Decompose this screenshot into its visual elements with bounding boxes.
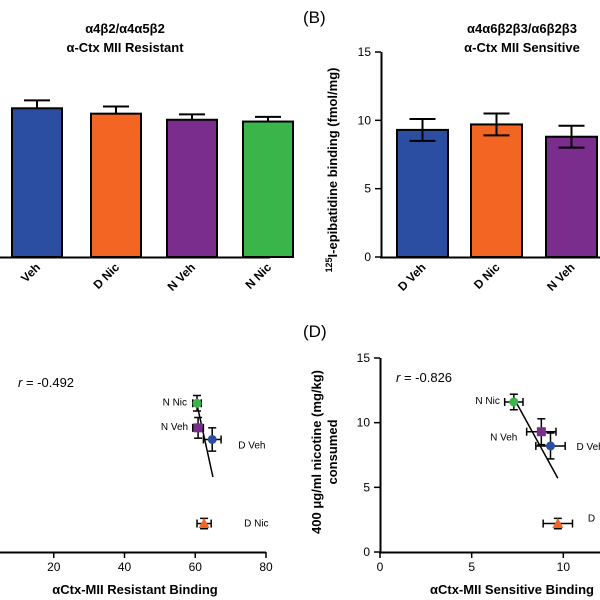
panel-c-x-tick-label: 20	[47, 560, 61, 574]
panel-d-y-tick-label: 0	[363, 545, 370, 559]
panel-c-regression-line	[196, 404, 214, 478]
panel-d-scatter-plot: (D) r = -0.826 400 μg/ml nicotine (mg/kg…	[303, 322, 600, 597]
panel-d-regression-line	[513, 397, 559, 479]
panel-c-x-tick-label: 40	[118, 560, 132, 574]
panel-d-point-n-veh-label: N Veh	[490, 433, 517, 444]
panel-a-bar-d-veh	[11, 107, 63, 258]
panel-b-y-axis-label-text: I-epibatidine binding (fmol/mg)	[325, 68, 340, 258]
panel-b-y-axis-label: 125I-epibatidine binding (fmol/mg)	[324, 68, 340, 273]
panel-d-point-d-veh-label: D Veh	[577, 442, 600, 453]
panel-c-point-d-veh-label: D Veh	[238, 440, 265, 451]
panel-d-y-axis-label-line2: consumed	[325, 419, 340, 484]
panel-c-point-d-nic-marker	[198, 518, 210, 529]
panel-c-r-value: r = -0.492	[18, 375, 74, 390]
panel-d-point-d-label: D	[588, 514, 595, 525]
panel-c-r-symbol: r	[18, 375, 23, 390]
panel-d-point-d-veh-marker	[546, 441, 555, 451]
panel-d-point-n-nic-marker	[509, 397, 519, 407]
panel-c-x-axis-label: αCtx-MII Resistant Binding	[52, 582, 217, 597]
panel-a-bar-n-nic	[242, 120, 294, 258]
panel-a-bar-n-veh	[166, 118, 218, 258]
panel-d-r-number: = -0.826	[404, 370, 452, 385]
panel-a-category-label-d-nic: D Nic	[91, 260, 123, 292]
panel-c-r-number: = -0.492	[26, 375, 74, 390]
panel-d-point-n-nic-label: N Nic	[475, 396, 499, 407]
panel-d-y-tick-label: 5	[363, 480, 370, 494]
panel-c-scatter-plot: r = -0.492 αCtx-MII Resistant Binding 20…	[0, 375, 273, 597]
panel-a-bar-chart: α4β2/α4α5β2 α-Ctx MII Resistant Veh D Nic…	[0, 21, 294, 294]
panel-d-x-tick-label: 0	[377, 560, 384, 574]
panel-b-category-label-d-veh: D Veh	[395, 260, 428, 293]
panel-d-x-axis-label: αCtx-MII Sensitive Binding	[430, 582, 594, 597]
panel-b-category-label-d-nic: D Nic	[471, 260, 503, 292]
panel-c-point-n-nic-label: N Nic	[163, 397, 187, 408]
panel-b-subtitle: α-Ctx MII Sensitive	[464, 40, 580, 55]
panel-d-x-tick-label: 10	[557, 560, 571, 574]
panel-c-point-d-nic-label: D Nic	[244, 519, 268, 530]
panel-c-point-n-veh-label: N Veh	[161, 422, 188, 433]
panel-c-x-tick-label: 60	[189, 560, 203, 574]
panel-a-category-label-n-veh: N Veh	[165, 260, 198, 293]
panel-d-label: (D)	[303, 322, 327, 341]
panel-d-point-d-marker	[552, 518, 564, 529]
panel-d-y-tick-label: 15	[357, 351, 371, 365]
panel-b-y-tick-label: 5	[364, 182, 371, 196]
panel-a-category-label-d-veh: Veh	[18, 260, 43, 285]
panel-b-bar-n-veh	[545, 135, 598, 259]
panel-b-y-tick-label: 15	[358, 45, 372, 59]
panel-a-bar-d-nic	[90, 112, 142, 258]
panel-b-title: α4α6β2β3/α6β2β3	[467, 21, 577, 36]
panel-d-r-symbol: r	[396, 370, 401, 385]
panel-a-category-label-n-nic: N Nic	[243, 260, 275, 292]
panel-d-y-axis-label-line1: 400 μg/ml nicotine (mg/kg)	[309, 370, 324, 534]
panel-b-bar-d-nic	[470, 123, 523, 258]
panel-b-bar-chart: (B) α4α6β2β3/α6β2β3 α-Ctx MII Sensitive …	[303, 8, 600, 294]
panel-d-y-tick-label: 10	[357, 416, 371, 430]
panel-b-y-tick-label: 10	[358, 113, 372, 127]
panel-d-point-n-veh-marker	[536, 427, 546, 437]
panel-c-point-n-nic-marker	[192, 398, 202, 408]
panel-d-x-tick-label: 5	[468, 560, 475, 574]
panel-b-label: (B)	[303, 8, 326, 27]
panel-b-y-tick-label: 0	[364, 250, 371, 264]
panel-c-x-tick-label: 80	[259, 560, 273, 574]
panel-b-category-label-n-veh: N Veh	[544, 260, 577, 293]
panel-a-title: α4β2/α4α5β2	[85, 21, 165, 36]
panel-d-r-value: r = -0.826	[396, 370, 452, 385]
panel-b-y-axis-label-superscript: 125	[324, 257, 334, 272]
panel-c-point-d-veh-marker	[207, 434, 217, 444]
panel-b-bar-d-veh	[396, 128, 449, 258]
panel-c-point-n-veh-marker	[193, 423, 203, 433]
panel-a-subtitle: α-Ctx MII Resistant	[66, 40, 184, 55]
